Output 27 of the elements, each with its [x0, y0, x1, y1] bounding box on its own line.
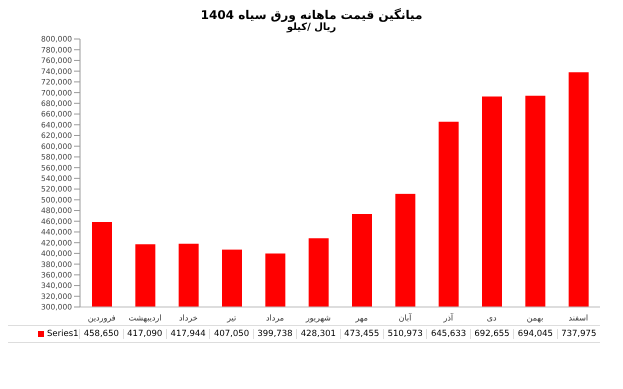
- data-label: 645,633: [426, 329, 470, 339]
- data-label: 692,655: [470, 329, 514, 339]
- data-label: 694,045: [513, 329, 557, 339]
- data-label: 428,301: [296, 329, 340, 339]
- x-tick-label: آذر: [442, 312, 454, 323]
- data-label: 458,650: [79, 329, 123, 339]
- x-tick-label: اسفند: [568, 314, 588, 323]
- x-tick-label: خرداد: [178, 314, 198, 323]
- x-tick-label: بهمن: [526, 314, 544, 323]
- x-tick-label: اردیبهشت: [128, 314, 162, 323]
- x-tick-label: مرداد: [266, 314, 284, 323]
- data-label: 407,050: [209, 329, 253, 339]
- chart-subtitle: ریال /کیلو: [286, 22, 338, 33]
- x-tick-label: تیر: [226, 314, 236, 323]
- x-tick-label: شهریور: [304, 314, 332, 323]
- chart-title: میانگین قیمت ماهانه ورق سیاه 1404: [200, 8, 424, 22]
- data-label: 417,090: [122, 329, 166, 339]
- x-tick-label: آبان: [398, 312, 412, 323]
- legend-label: Series1: [47, 329, 79, 339]
- x-tick-label: مهر: [354, 314, 368, 323]
- data-label: 510,973: [382, 329, 426, 339]
- x-tick-label: فروردین: [88, 314, 116, 323]
- x-tick-label: دی: [486, 314, 498, 323]
- data-label: 417,944: [166, 329, 210, 339]
- data-label: 473,455: [340, 329, 383, 339]
- data-label: 737,975: [556, 329, 600, 339]
- data-label: 399,738: [252, 329, 296, 339]
